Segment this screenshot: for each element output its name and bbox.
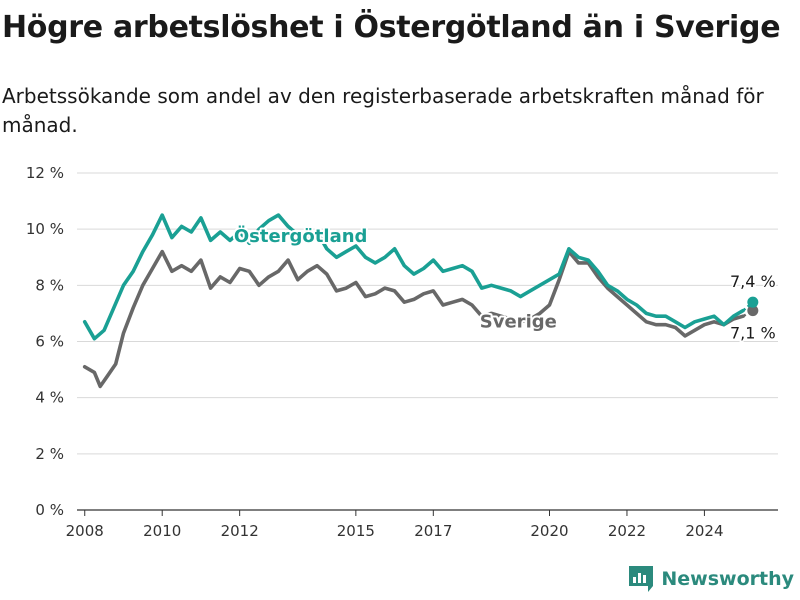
- y-axis-ticks: 0 % 2 % 4 % 6 % 8 % 10 % 12 %: [26, 164, 64, 519]
- end-value-label-sverige: 7,1 %: [730, 324, 776, 343]
- x-tick-label: 2008: [66, 522, 104, 540]
- y-tick-label: 0 %: [35, 501, 64, 519]
- newsworthy-logo-icon: [629, 566, 654, 592]
- end-value-label-ostergotland: 7,4 %: [730, 272, 776, 291]
- series-last-segment-sverige: [742, 309, 754, 318]
- series-line-ostergotland: [82, 213, 745, 341]
- y-tick-label: 6 %: [35, 333, 64, 351]
- series-label-sverige: Sverige: [480, 311, 557, 332]
- x-tick-label: 2022: [608, 522, 646, 540]
- x-tick-label: 2015: [337, 522, 375, 540]
- brand-logo: Newsworthy: [629, 566, 794, 592]
- series-labels: Östergötland Sverige 7,4 % 7,1 %: [232, 223, 777, 344]
- y-tick-label: 4 %: [35, 389, 64, 407]
- series-end-point-ostergotland: [747, 296, 759, 308]
- chart-title: Högre arbetslöshet i Östergötland än i S…: [2, 10, 781, 45]
- y-tick-label: 10 %: [26, 220, 64, 238]
- series-end-point-sverige: [747, 305, 759, 317]
- series-line-sverige: [82, 249, 745, 389]
- chart-subtitle: Arbetssökande som andel av den registerb…: [2, 84, 764, 137]
- y-tick-label: 8 %: [35, 276, 64, 294]
- x-tick-label: 2017: [414, 522, 452, 540]
- brand-name: Newsworthy: [661, 568, 794, 590]
- y-tick-label: 2 %: [35, 445, 64, 463]
- series-last-segment-ostergotland: [742, 301, 754, 312]
- x-tick-label: 2012: [221, 522, 259, 540]
- grid-lines: [77, 172, 778, 511]
- x-tick-label: 2020: [530, 522, 568, 540]
- x-tick-label: 2024: [685, 522, 723, 540]
- series-lines: [82, 213, 759, 389]
- y-tick-label: 12 %: [26, 164, 64, 182]
- series-label-ostergotland: Östergötland: [234, 225, 368, 247]
- x-tick-label: 2010: [143, 522, 181, 540]
- x-axis-ticks: 2008 2010 2012 2015 2017 2020 2022 2024: [66, 510, 724, 540]
